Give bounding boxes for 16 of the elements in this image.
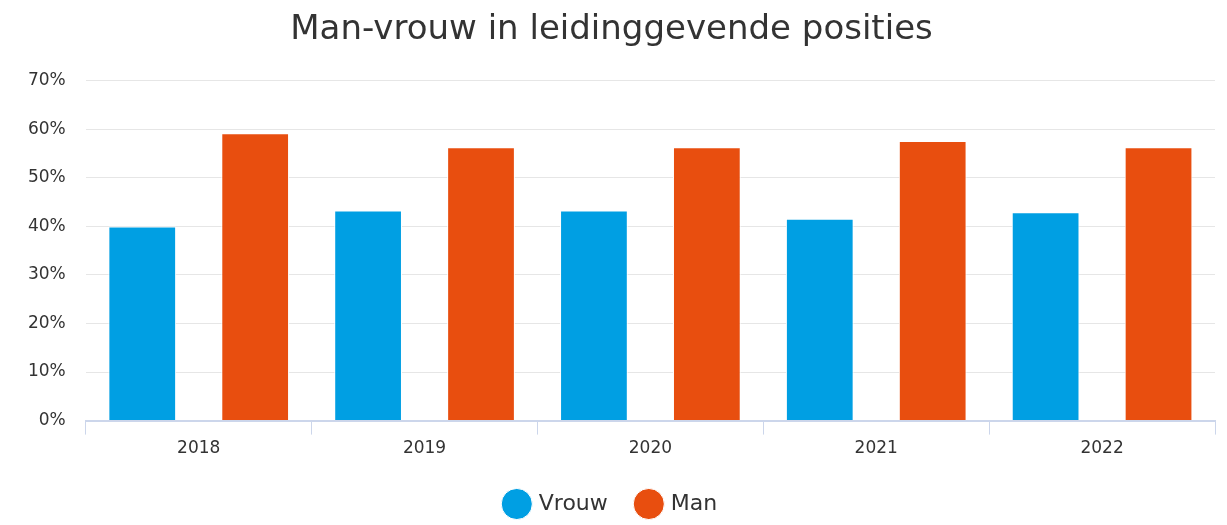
y-tick-label: 50% — [27, 166, 66, 187]
chart-title: Man-vrouw in leidinggevende posities — [290, 7, 933, 48]
y-tick-label: 60% — [27, 117, 66, 138]
y-tick-label: 10% — [27, 360, 66, 381]
x-tick-label: 2021 — [854, 437, 898, 458]
legend-label: Vrouw — [538, 489, 608, 515]
x-tick-label: 2022 — [1080, 437, 1124, 458]
x-tick-label: 2019 — [402, 437, 447, 458]
x-tick-label: 2020 — [628, 437, 673, 458]
y-tick-label: 0% — [38, 409, 66, 430]
y-tick-label: 40% — [27, 214, 66, 235]
legend-label: Man — [670, 489, 718, 515]
x-tick-label: 2018 — [177, 437, 221, 458]
y-tick-label: 70% — [27, 69, 66, 90]
y-tick-label: 30% — [27, 263, 66, 284]
y-tick-label: 20% — [27, 311, 66, 332]
